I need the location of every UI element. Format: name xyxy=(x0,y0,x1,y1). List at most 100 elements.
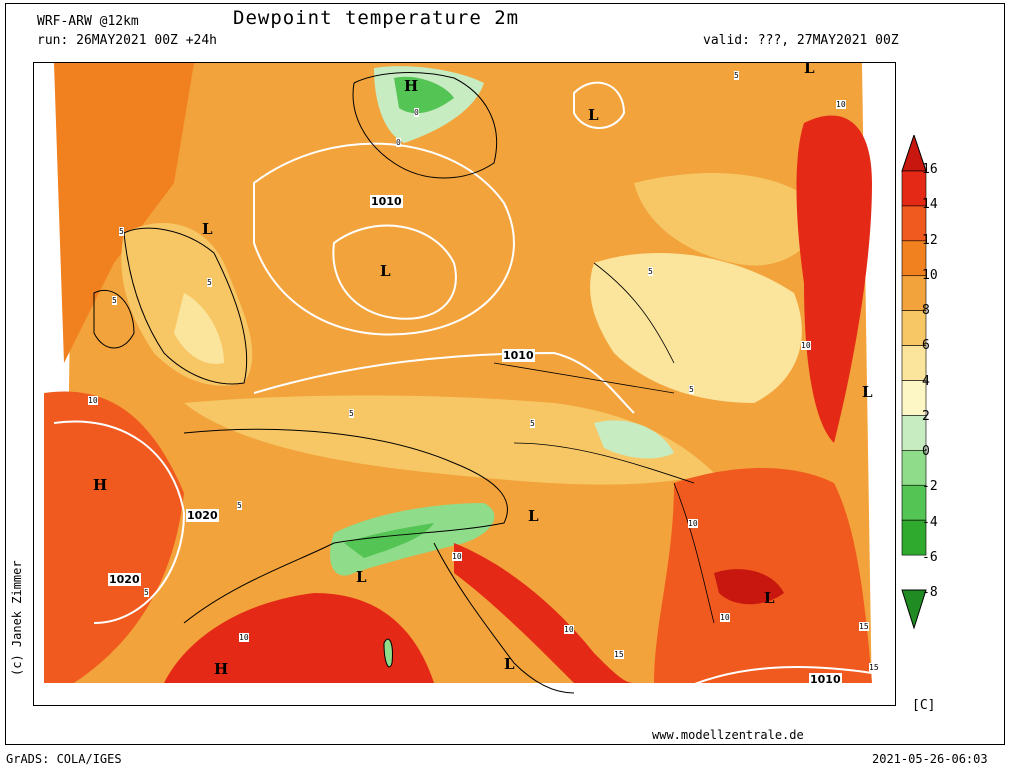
isobar-1010-north xyxy=(253,142,515,336)
isobar-low-denmark xyxy=(332,224,457,320)
model-name: WRF-ARW @12km xyxy=(37,14,139,29)
field-carpathians xyxy=(594,420,674,459)
pressure-center-l-bulgaria: L xyxy=(764,589,775,607)
contour-label: 10 xyxy=(801,341,811,350)
field-biscay xyxy=(44,391,184,683)
pressure-center-l-slovenia: L xyxy=(528,507,539,525)
colorbar-tick-label: 0 xyxy=(922,444,930,459)
contour-label: 5 xyxy=(144,588,149,597)
coast-scandinavia xyxy=(352,72,498,179)
colorbar-block xyxy=(901,519,927,556)
field-alps-core xyxy=(344,523,434,558)
colorbar-tick-label: 14 xyxy=(922,197,938,213)
contour-label: 5 xyxy=(734,71,739,80)
field-belarus xyxy=(634,173,824,266)
colorbar-tick-label: -2 xyxy=(922,479,938,495)
isobar-1020-biscay xyxy=(53,420,186,624)
valid-time: valid: ???, 27MAY2021 00Z xyxy=(703,33,899,48)
isobar-baltic-low xyxy=(573,81,626,129)
contour-label: 5 xyxy=(349,409,354,418)
isobar-label: 1010 xyxy=(502,349,535,362)
unit-label: [C] xyxy=(912,698,936,713)
projection-edge-bottom xyxy=(64,683,872,705)
field-uk-dry xyxy=(174,293,224,364)
field-norway-green xyxy=(394,76,454,114)
colorbar-tick-label: 10 xyxy=(922,267,938,283)
pressure-center-l-south-italy: L xyxy=(504,655,515,673)
coast-corsica xyxy=(383,638,393,668)
contour-label: 10 xyxy=(720,613,730,622)
colorbar-tick-label: 4 xyxy=(922,373,930,389)
isobar-label: 1020 xyxy=(186,509,219,522)
contour-label: 0 xyxy=(396,138,401,147)
contour-label: 10 xyxy=(452,552,462,561)
contour-label: 10 xyxy=(688,519,698,528)
map-title: Dewpoint temperature 2m xyxy=(233,7,520,29)
coast-italy xyxy=(433,542,575,694)
colorbar-tick-label: 16 xyxy=(922,162,938,177)
colorbar-block xyxy=(901,380,927,416)
coast-ireland xyxy=(93,290,135,349)
contour-label: 10 xyxy=(239,633,249,642)
contour-label: 5 xyxy=(207,278,212,287)
timestamp: 2021-05-26-06:03 xyxy=(872,752,988,766)
pressure-center-l-russia: L xyxy=(804,62,815,77)
colorbar-blocks xyxy=(901,170,927,556)
colorbar xyxy=(901,135,927,630)
map-canvas xyxy=(34,63,895,705)
colorbar-tick-label: 6 xyxy=(922,338,930,354)
colorbar-bottom-arrow xyxy=(901,589,927,630)
field-central-europe xyxy=(184,395,714,485)
contour-label: 10 xyxy=(836,100,846,109)
colorbar-tick-label: 12 xyxy=(922,232,938,248)
pressure-center-h-norway: H xyxy=(404,77,419,95)
pressure-center-l-baltic: L xyxy=(588,106,599,124)
field-poland-baltic xyxy=(590,253,802,403)
colorbar-block xyxy=(901,170,927,207)
pressure-center-l-ukraine: L xyxy=(862,383,873,401)
pressure-center-l-denmark: L xyxy=(380,262,391,280)
isobar-label: 1020 xyxy=(108,573,141,586)
pressure-center-h-biscay: H xyxy=(93,476,108,494)
pressure-center-h-west-med: H xyxy=(214,660,229,678)
contour-label: 5 xyxy=(530,419,535,428)
weather-map: H L L H L L L H L L L L 1010 1010 1010 1… xyxy=(33,62,896,706)
contour-label: 5 xyxy=(112,296,117,305)
website-link[interactable]: www.modellzentrale.de xyxy=(652,728,804,742)
field-adriatic xyxy=(454,543,634,683)
pressure-center-l-scotland: L xyxy=(202,220,213,238)
isobar-1010-south xyxy=(673,666,873,694)
isobar-label: 1010 xyxy=(370,195,403,208)
contour-label: 15 xyxy=(869,663,879,672)
field-west-med xyxy=(164,593,434,683)
coast-france xyxy=(183,428,508,624)
contour-label: 5 xyxy=(237,501,242,510)
colorbar-tick-label: -4 xyxy=(922,514,938,530)
contour-label: 10 xyxy=(564,625,574,634)
colorbar-block xyxy=(901,415,927,451)
copyright: (c) Janek Zimmer xyxy=(10,560,24,676)
software-credit: GrADS: COLA/IGES xyxy=(6,752,122,766)
colorbar-block xyxy=(901,275,927,311)
colorbar-block xyxy=(901,240,927,277)
field-bulgaria-max xyxy=(714,569,784,605)
contour-label: 5 xyxy=(689,385,694,394)
contour-label: 5 xyxy=(119,227,124,236)
contour-label: 10 xyxy=(88,396,98,405)
colorbar-tick-label: -6 xyxy=(922,549,938,565)
contour-label: 15 xyxy=(859,622,869,631)
colorbar-tick-label: 2 xyxy=(922,408,930,424)
figure-frame xyxy=(5,3,1005,745)
colorbar-tick-label: 8 xyxy=(922,303,930,318)
contour-label: 5 xyxy=(648,267,653,276)
pressure-center-l-genoa: L xyxy=(356,568,367,586)
coast-great-britain xyxy=(123,227,248,385)
country-borders xyxy=(493,262,715,624)
run-info: run: 26MAY2021 00Z +24h xyxy=(37,33,218,48)
isobar-label: 1010 xyxy=(809,673,842,686)
field-russia-east xyxy=(796,115,872,443)
colorbar-tick-label: -8 xyxy=(922,585,938,600)
colorbar-block xyxy=(901,205,927,242)
contour-label: 15 xyxy=(614,650,624,659)
field-atlantic xyxy=(54,63,194,363)
